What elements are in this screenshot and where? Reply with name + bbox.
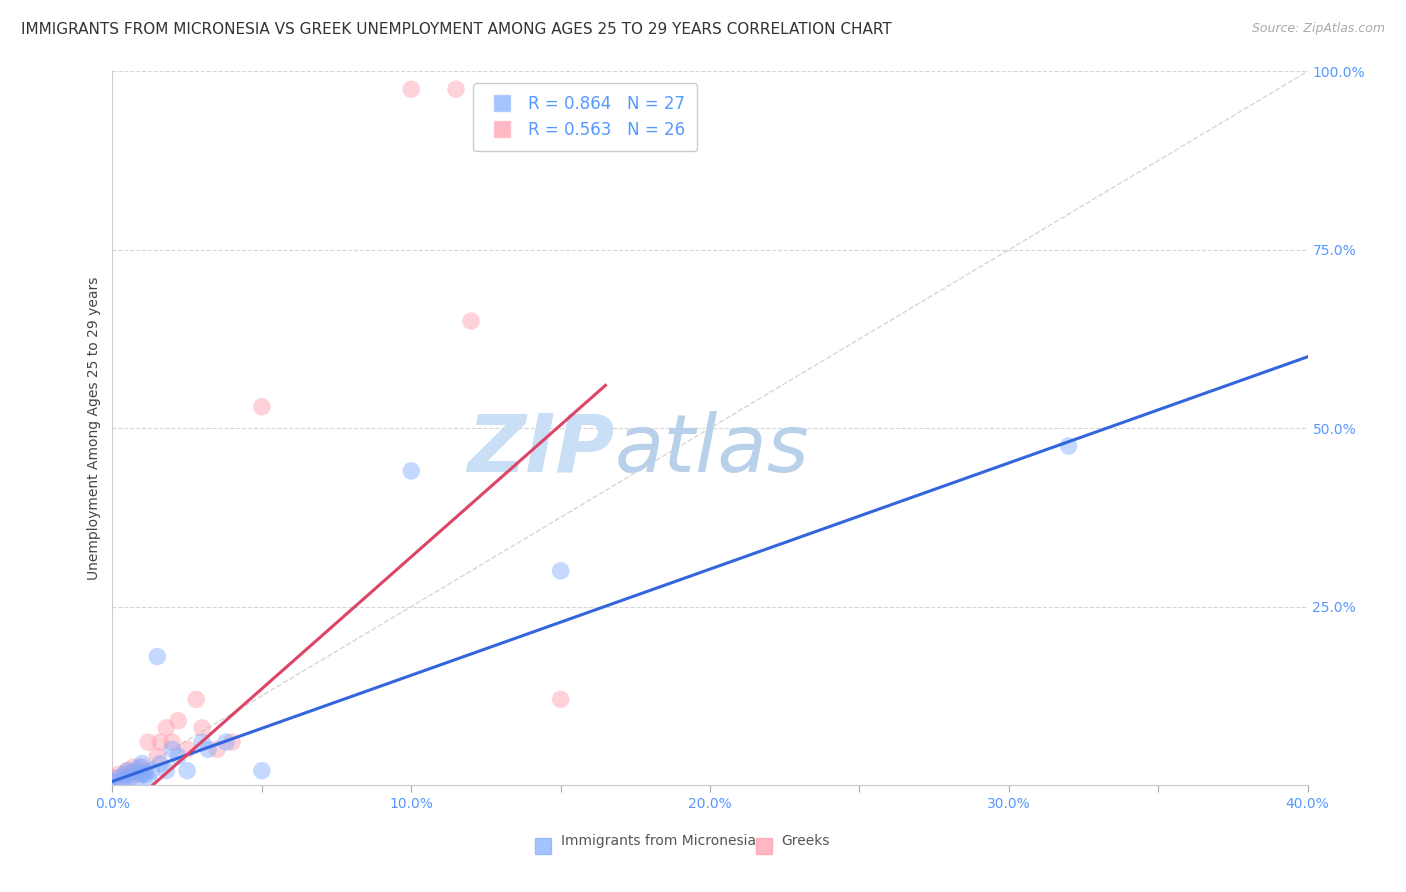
Point [141, 764, 163, 778]
Point [550, 692, 572, 706]
Text: Source: ZipAtlas.com: Source: ZipAtlas.com [1251, 22, 1385, 36]
Point [117, 764, 139, 778]
Point [125, 774, 148, 789]
Point [167, 714, 190, 728]
Point [131, 760, 153, 774]
Point [114, 767, 135, 781]
Point [131, 767, 153, 781]
Point [215, 735, 238, 749]
Text: IMMIGRANTS FROM MICRONESIA VS GREEK UNEMPLOYMENT AMONG AGES 25 TO 29 YEARS CORRE: IMMIGRANTS FROM MICRONESIA VS GREEK UNEM… [21, 22, 891, 37]
Point [155, 721, 177, 735]
Point [101, 774, 124, 789]
Point [134, 767, 156, 781]
Point [107, 771, 129, 785]
Point [120, 771, 142, 785]
Point [149, 735, 172, 749]
Point [250, 764, 273, 778]
Point [221, 735, 243, 749]
Point [1057, 439, 1080, 453]
Point [460, 314, 482, 328]
Point [146, 649, 169, 664]
Text: Immigrants from Micronesia: Immigrants from Micronesia [561, 834, 756, 847]
Point [131, 756, 153, 771]
Legend: R = 0.864   N = 27, R = 0.563   N = 26: R = 0.864 N = 27, R = 0.563 N = 26 [474, 83, 697, 151]
Point [197, 742, 219, 756]
Point [401, 82, 423, 96]
Point [401, 464, 423, 478]
Point [149, 756, 172, 771]
Point [125, 764, 148, 778]
Point [101, 771, 124, 785]
Point [117, 764, 139, 778]
Point [162, 735, 183, 749]
Point [128, 767, 150, 781]
Point [134, 764, 156, 778]
Point [250, 400, 273, 414]
Point [550, 564, 572, 578]
Point [114, 771, 135, 785]
Point [107, 767, 129, 781]
Point [110, 774, 132, 789]
Point [122, 760, 145, 774]
Text: Greeks: Greeks [782, 834, 830, 847]
Point [191, 735, 214, 749]
Text: atlas: atlas [614, 410, 810, 489]
Point [444, 82, 467, 96]
Point [191, 721, 214, 735]
Point [176, 742, 198, 756]
Point [122, 765, 145, 780]
Point [138, 771, 160, 785]
Point [205, 742, 228, 756]
Point [167, 749, 190, 764]
Y-axis label: Unemployment Among Ages 25 to 29 years: Unemployment Among Ages 25 to 29 years [87, 277, 101, 580]
Point [176, 764, 198, 778]
Point [186, 692, 208, 706]
Point [128, 760, 150, 774]
Point [162, 742, 183, 756]
Point [155, 764, 177, 778]
Text: ZIP: ZIP [467, 410, 614, 489]
Point [138, 735, 160, 749]
Point [146, 749, 169, 764]
Point [120, 767, 142, 781]
